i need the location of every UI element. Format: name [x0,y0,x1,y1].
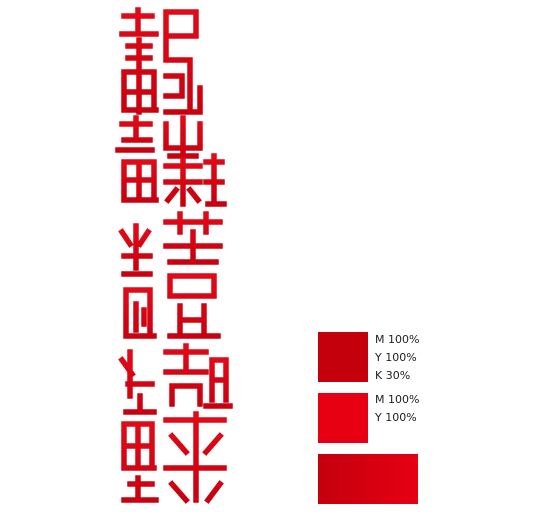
swatch-dark-red [318,332,368,382]
cmyk-label-bright-red: M 100% Y 100% [375,391,419,427]
cmyk-label-dark-red: M 100% Y 100% K 30% [375,331,419,385]
seal-character-4 [118,343,233,504]
seal-character-1 [119,7,203,115]
seal-character-3 [118,211,223,339]
cmyk-black-value: K 30% [375,369,411,382]
cmyk-yellow-value: Y 100% [375,351,417,364]
cmyk-yellow-value: Y 100% [375,411,417,424]
swatch-bright-red [318,393,368,443]
seal-strokes [115,7,233,504]
swatch-red-gradient [318,454,418,504]
seal-character-2 [115,115,227,207]
cmyk-magenta-value: M 100% [375,333,420,346]
cmyk-magenta-value: M 100% [375,393,420,406]
